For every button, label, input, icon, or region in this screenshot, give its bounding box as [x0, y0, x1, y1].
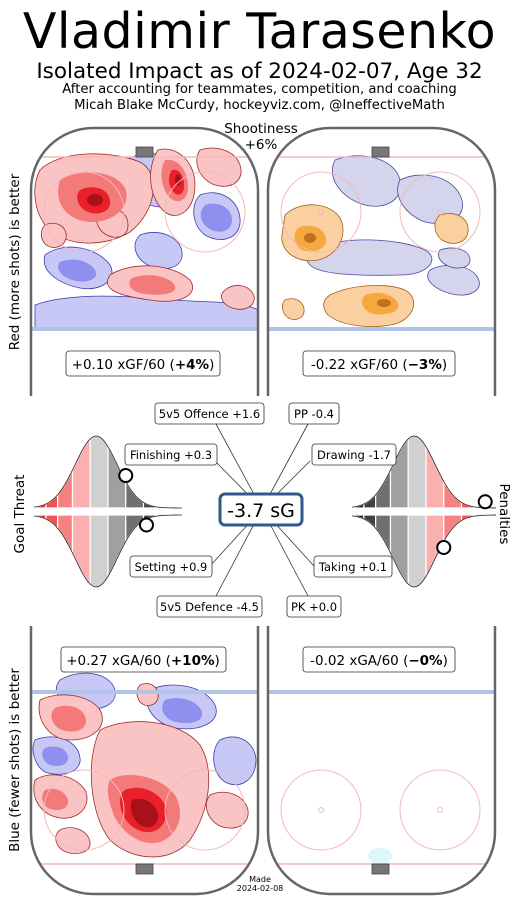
distribution-band — [375, 514, 392, 554]
component-finishing: Finishing +0.3 — [124, 443, 218, 466]
distribution-band — [389, 514, 409, 586]
author-credit: Micah Blake McCurdy, hockeyviz.com, @Ine… — [74, 98, 445, 113]
page-title: Vladimir Tarasenko — [22, 3, 497, 60]
distribution-band — [375, 469, 392, 509]
component-setting: Setting +0.9 — [129, 555, 213, 578]
penalties-label: Penalties — [496, 483, 512, 545]
center-value-box: -3.7 sG — [218, 492, 304, 527]
component-ev-defence: 5v5 Defence -4.5 — [156, 595, 263, 618]
setting-marker — [138, 517, 154, 533]
rate-label-pk-defence: -0.02 xGA/60 (−0%) — [302, 646, 456, 673]
distribution-band — [71, 437, 91, 509]
top-left-axis-label: Red (more shots) is better — [7, 173, 23, 351]
distribution-band — [71, 514, 91, 586]
svg-text:+0.10 xGF/60 (+4%): +0.10 xGF/60 (+4%) — [72, 357, 215, 373]
page-subtitle: Isolated Impact as of 2024-02-07, Age 32 — [36, 59, 483, 84]
component-taking: Taking +0.1 — [313, 555, 393, 578]
distribution-band — [89, 514, 109, 588]
svg-text:PK +0.0: PK +0.0 — [291, 600, 337, 614]
rate-label-ev-defence: +0.27 xGA/60 (+10%) — [60, 646, 227, 673]
svg-text:+0.27 xGA/60 (+10%): +0.27 xGA/60 (+10%) — [66, 653, 220, 669]
goal-threat-label: Goal Threat — [12, 474, 28, 554]
shootiness-label: Shootiness +6% — [224, 121, 298, 153]
distribution-band — [57, 469, 74, 509]
rate-label-ev-offence: +0.10 xGF/60 (+4%) — [65, 350, 221, 377]
distribution-band — [407, 435, 427, 509]
goal-threat-distributions — [33, 435, 183, 588]
distribution-outline — [351, 514, 496, 588]
distribution-outline — [33, 435, 183, 509]
component-pk: PK +0.0 — [286, 595, 342, 618]
bottom-left-axis-label: Blue (fewer shots) is better — [7, 668, 23, 852]
component-pp: PP -0.4 — [288, 402, 340, 425]
svg-text:PP -0.4: PP -0.4 — [294, 407, 334, 421]
component-drawing: Drawing -1.7 — [311, 443, 397, 466]
penalty-distributions — [351, 435, 500, 588]
drawing-marker — [477, 494, 493, 510]
rink-5v5-defence — [29, 626, 260, 896]
distribution-outline — [33, 514, 183, 588]
percentile-markers — [118, 468, 493, 555]
distribution-band — [57, 514, 74, 554]
svg-text:Finishing +0.3: Finishing +0.3 — [130, 448, 212, 462]
methodology-note: After accounting for teammates, competit… — [62, 82, 457, 97]
distribution-band — [89, 435, 109, 509]
svg-text:Taking +0.1: Taking +0.1 — [318, 560, 387, 574]
svg-text:-0.02 xGA/60 (−0%): -0.02 xGA/60 (−0%) — [310, 653, 448, 669]
rate-label-pp-offence: -0.22 xGF/60 (−3%) — [302, 350, 456, 377]
finishing-marker — [118, 468, 134, 484]
component-ev-offence: 5v5 Offence +1.6 — [154, 402, 265, 425]
svg-text:5v5 Defence -4.5: 5v5 Defence -4.5 — [160, 600, 259, 614]
taking-marker — [436, 539, 452, 555]
distribution-band — [407, 514, 427, 588]
svg-text:Drawing -1.7: Drawing -1.7 — [317, 448, 391, 462]
svg-text:-0.22 xGF/60 (−3%): -0.22 xGF/60 (−3%) — [311, 357, 447, 373]
svg-text:-3.7 sG: -3.7 sG — [227, 500, 295, 522]
distribution-outline — [351, 435, 496, 509]
svg-text:Setting +0.9: Setting +0.9 — [135, 560, 208, 574]
made-date: Made 2024-02-08 — [236, 875, 284, 893]
svg-text:5v5 Offence +1.6: 5v5 Offence +1.6 — [159, 407, 260, 421]
